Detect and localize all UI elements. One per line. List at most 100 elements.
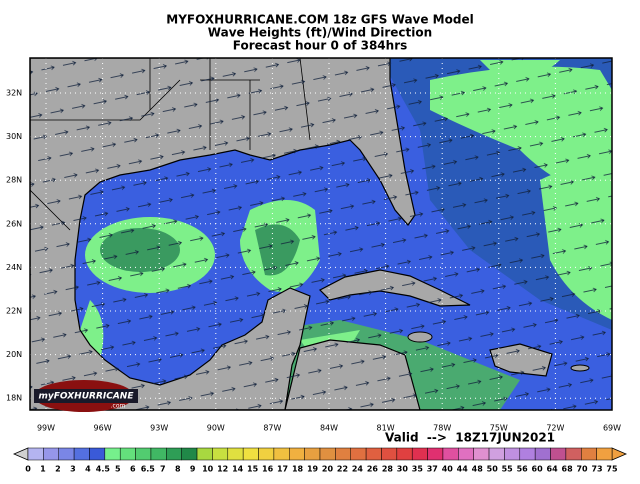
- lon-label: 69W: [603, 424, 621, 433]
- lat-label: 32N: [6, 89, 22, 98]
- colorbar-label: 44: [457, 465, 469, 474]
- colorbar-label: 18: [292, 465, 304, 474]
- colorbar-label: 70: [576, 465, 588, 474]
- colorbar-swatch: [304, 447, 321, 461]
- colorbar-label: 75: [606, 465, 618, 474]
- colorbar-label: 22: [337, 465, 348, 474]
- colorbar-swatch: [135, 447, 152, 461]
- colorbar-swatch: [473, 447, 490, 461]
- colorbar-swatch: [104, 447, 121, 461]
- lon-label: 93W: [150, 424, 168, 433]
- colorbar-swatch: [519, 447, 536, 461]
- colorbar-swatch: [488, 447, 505, 461]
- title-line: MYFOXHURRICANE.COM 18z GFS Wave Model: [166, 13, 473, 27]
- colorbar-swatch: [196, 447, 213, 461]
- colorbar-swatch: [504, 447, 521, 461]
- colorbar-swatch: [73, 447, 90, 461]
- colorbar-label: 48: [472, 465, 484, 474]
- colorbar-label: 8: [175, 465, 181, 474]
- lon-label: 72W: [546, 424, 564, 433]
- colorbar-label: 37: [427, 465, 438, 474]
- colorbar-label: 40: [442, 465, 454, 474]
- lon-label: 99W: [37, 424, 55, 433]
- colorbar-label: 56: [517, 465, 529, 474]
- title-line: Forecast hour 0 of 384hrs: [233, 39, 408, 53]
- colorbar-swatch: [181, 447, 198, 461]
- colorbar-label: 12: [217, 465, 228, 474]
- colorbar-label: 24: [352, 465, 364, 474]
- lat-label: 30N: [6, 132, 22, 141]
- colorbar-label: 68: [562, 465, 574, 474]
- colorbar-label: 4.5: [96, 465, 111, 474]
- title-line: Wave Heights (ft)/Wind Direction: [208, 26, 432, 40]
- colorbar-label: 73: [591, 465, 602, 474]
- colorbar-swatch: [289, 447, 305, 461]
- lon-label: 81W: [377, 424, 395, 433]
- colorbar-swatch: [350, 447, 367, 461]
- logo: myFOXHURRICANE .com: [34, 380, 138, 412]
- colorbar-label: 1: [40, 465, 46, 474]
- colorbar-swatch: [396, 447, 413, 461]
- colorbar-label: 5: [115, 465, 121, 474]
- lat-label: 18N: [6, 394, 22, 403]
- colorbar-swatch: [550, 447, 567, 461]
- colorbar-label: 28: [382, 465, 394, 474]
- colorbar-swatch: [43, 447, 59, 461]
- colorbar-swatch: [458, 447, 474, 461]
- colorbar-label: 50: [487, 465, 499, 474]
- logo-suffix: .com: [111, 403, 126, 410]
- colorbar-swatch: [27, 447, 44, 461]
- wind-arrows: [30, 58, 612, 410]
- map: [30, 58, 612, 410]
- colorbar-swatch: [58, 447, 75, 461]
- map-frame: [29, 57, 613, 411]
- lon-label: 75W: [490, 424, 508, 433]
- colorbar-swatch: [273, 447, 290, 461]
- lon-label: 78W: [433, 424, 451, 433]
- colorbar-swatch: [89, 447, 106, 461]
- colorbar-label: 35: [412, 465, 424, 474]
- colorbar-label: 64: [547, 465, 559, 474]
- colorbar-swatch: [319, 447, 336, 461]
- colorbar-swatch: [365, 447, 382, 461]
- colorbar-label: 17: [277, 465, 288, 474]
- colorbar: 0 1 2 3 4 4.5 5 6 6.5 7 8 9 10 12 14 15 16 17 18 19 20 22 24 26…: [12, 447, 628, 474]
- colorbar-label: 4: [85, 465, 91, 474]
- colorbar-end: [611, 447, 628, 461]
- colorbar-label: 16: [262, 465, 274, 474]
- colorbar-swatch: [212, 447, 229, 461]
- lat-label: 22N: [6, 307, 22, 316]
- colorbar-swatch: [565, 447, 582, 461]
- colorbar-swatch: [534, 447, 551, 461]
- lat-label: 20N: [6, 350, 22, 359]
- colorbar-label: 55: [502, 465, 514, 474]
- colorbar-label: 30: [397, 465, 409, 474]
- colorbar-swatch: [442, 447, 459, 461]
- colorbar-swatch: [258, 447, 275, 461]
- colorbar-label: 6: [130, 465, 136, 474]
- lon-label: 84W: [320, 424, 338, 433]
- colorbar-label: 19: [307, 465, 319, 474]
- colorbar-label: 14: [232, 465, 244, 474]
- colorbar-swatch: [242, 447, 259, 461]
- valid-time: Valid --> 18Z17JUN2021: [385, 431, 555, 445]
- colorbar-swatch: [227, 447, 244, 461]
- colorbar-swatch: [119, 447, 136, 461]
- colorbar-label: 60: [532, 465, 544, 474]
- colorbar-swatch: [150, 447, 167, 461]
- grid: [30, 58, 612, 410]
- colorbar-label: 0: [25, 465, 31, 474]
- colorbar-label: 20: [322, 465, 334, 474]
- logo-brand: myFOXHURRICANE: [39, 392, 135, 402]
- logo-band: [34, 389, 138, 403]
- lon-label: 90W: [207, 424, 225, 433]
- colorbar-label: 6.5: [141, 465, 156, 474]
- colorbar-label: 26: [367, 465, 379, 474]
- colorbar-swatch: [581, 447, 597, 461]
- lat-label: 28N: [6, 176, 22, 185]
- colorbar-swatch: [381, 447, 398, 461]
- colorbar-swatch: [166, 447, 182, 461]
- colorbar-label: 3: [70, 465, 76, 474]
- colorbar-label: 15: [247, 465, 259, 474]
